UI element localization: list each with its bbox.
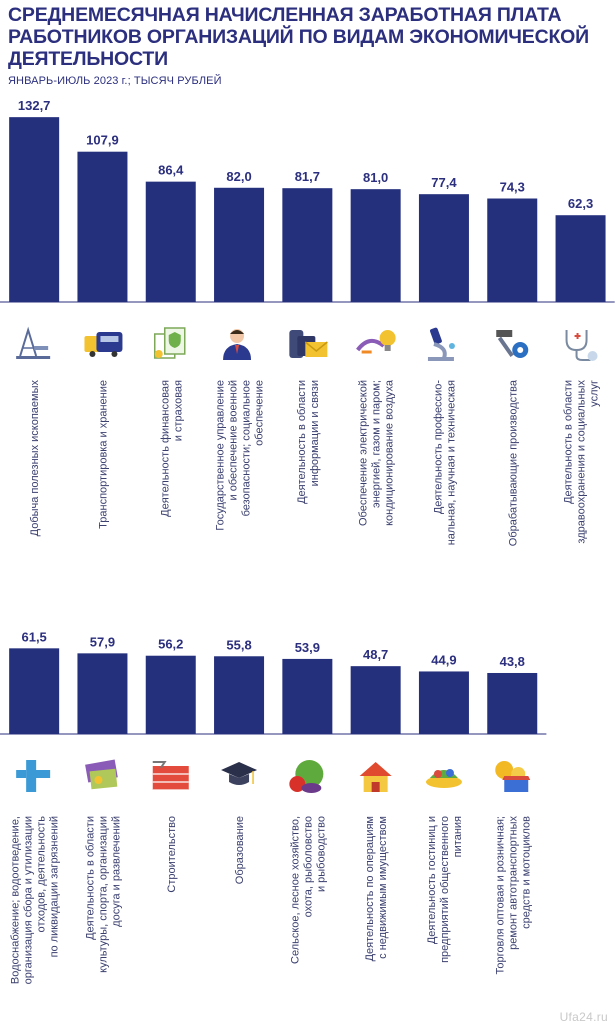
category-label-top-6: Деятельность профессио-нальная, научная … bbox=[432, 380, 457, 546]
category-label-top-0: Добыча полезных ископаемых bbox=[29, 380, 41, 537]
bar-top-2 bbox=[145, 181, 196, 302]
category-label-bottom-7: Торговля оптовая и розничная;ремонт авто… bbox=[494, 816, 532, 975]
bar-bottom-1 bbox=[77, 653, 128, 734]
bar-bottom-0 bbox=[9, 648, 60, 734]
category-label-bottom-0: Водоснабжение; водоотведение,организация… bbox=[10, 816, 61, 985]
category-label-top-7: Обрабатывающие производства bbox=[507, 379, 519, 546]
hammer-gear-icon bbox=[496, 330, 529, 358]
stethoscope-icon bbox=[565, 330, 598, 361]
data-label-bottom-5: 48,7 bbox=[363, 647, 388, 662]
data-label-bottom-1: 57,9 bbox=[90, 634, 115, 649]
bar-bottom-6 bbox=[418, 671, 469, 734]
category-label-top-8: Деятельность в областиздравоохранения и … bbox=[563, 380, 601, 544]
data-label-top-8: 62,3 bbox=[568, 196, 593, 211]
coins-shop-icon bbox=[495, 761, 531, 792]
data-label-bottom-0: 61,5 bbox=[21, 629, 46, 644]
bricks-icon bbox=[152, 761, 189, 791]
vegetables-icon bbox=[289, 760, 324, 793]
data-label-bottom-4: 53,9 bbox=[295, 640, 320, 655]
bar-chart-bottom: 61,5 Водоснабжение; водоотведение,организ… bbox=[0, 629, 547, 985]
chart-subtitle: ЯНВАРЬ-ИЮЛЬ 2023 г.; ТЫСЯЧ РУБЛЕЙ bbox=[8, 75, 222, 87]
bar-top-0 bbox=[9, 117, 60, 302]
bar-bottom-7 bbox=[487, 672, 538, 734]
data-label-bottom-2: 56,2 bbox=[158, 637, 183, 652]
chart-title: СРЕДНЕМЕСЯЧНАЯ НАЧИСЛЕННАЯ ЗАРАБОТНАЯ ПЛ… bbox=[8, 4, 589, 70]
food-dish-icon bbox=[425, 769, 462, 788]
bar-bottom-3 bbox=[214, 656, 265, 734]
oil-derrick-icon bbox=[16, 326, 51, 359]
data-label-top-5: 81,0 bbox=[363, 170, 388, 185]
data-label-bottom-3: 55,8 bbox=[226, 637, 251, 652]
microscope-icon bbox=[427, 327, 455, 361]
bar-chart-top: 132,7 Добыча полезных ископаемых 107,9 Тран… bbox=[0, 98, 615, 546]
data-label-bottom-7: 43,8 bbox=[500, 654, 525, 669]
category-label-top-3: Государственное управлениеи обеспечение … bbox=[215, 380, 266, 531]
bar-top-1 bbox=[77, 151, 128, 302]
water-pipe-icon bbox=[16, 760, 51, 792]
house-icon bbox=[359, 762, 392, 792]
category-label-bottom-2: Строительство bbox=[166, 816, 178, 893]
data-label-top-6: 77,4 bbox=[431, 175, 457, 190]
data-label-top-1: 107,9 bbox=[86, 133, 119, 148]
data-label-top-4: 81,7 bbox=[295, 169, 320, 184]
culture-tickets-icon bbox=[85, 759, 118, 790]
data-label-top-0: 132,7 bbox=[18, 98, 51, 113]
graduation-cap-icon bbox=[221, 762, 258, 785]
bar-top-6 bbox=[418, 194, 469, 302]
category-label-top-4: Деятельность в областиинформации и связи bbox=[296, 380, 321, 504]
data-label-top-3: 82,0 bbox=[226, 169, 251, 184]
bar-top-7 bbox=[487, 198, 538, 302]
category-label-top-1: Транспортировка и хранение bbox=[97, 380, 109, 529]
energy-bulb-icon bbox=[356, 330, 396, 354]
finance-documents-icon bbox=[154, 327, 186, 359]
watermark: Ufa24.ru bbox=[559, 1010, 608, 1024]
bar-top-8 bbox=[555, 215, 606, 302]
phone-mail-icon bbox=[289, 330, 328, 358]
data-label-top-7: 74,3 bbox=[500, 180, 525, 195]
category-label-bottom-5: Деятельность по операциямс недвижимым им… bbox=[364, 816, 389, 961]
bar-bottom-5 bbox=[350, 666, 401, 734]
government-official-icon bbox=[223, 329, 252, 360]
category-label-bottom-3: Образование bbox=[234, 816, 246, 884]
bar-bottom-4 bbox=[282, 658, 333, 734]
truck-icon bbox=[84, 332, 123, 357]
category-label-bottom-4: Сельское, лесное хозяйство,охота, рыболо… bbox=[289, 816, 327, 964]
data-label-bottom-6: 44,9 bbox=[431, 652, 456, 667]
bar-top-5 bbox=[350, 189, 401, 302]
category-label-bottom-1: Деятельность в областикультуры, спорта, … bbox=[84, 816, 122, 973]
category-label-bottom-6: Деятельность гостиниц ипредприятий общес… bbox=[426, 816, 464, 963]
bar-top-3 bbox=[214, 187, 265, 302]
data-label-top-2: 86,4 bbox=[158, 163, 184, 178]
category-label-top-5: Обеспечение электрическойэнергией, газом… bbox=[358, 379, 396, 526]
bar-top-4 bbox=[282, 188, 333, 302]
bar-bottom-2 bbox=[145, 655, 196, 734]
category-label-top-2: Деятельность финансоваяи страховая bbox=[159, 380, 184, 517]
